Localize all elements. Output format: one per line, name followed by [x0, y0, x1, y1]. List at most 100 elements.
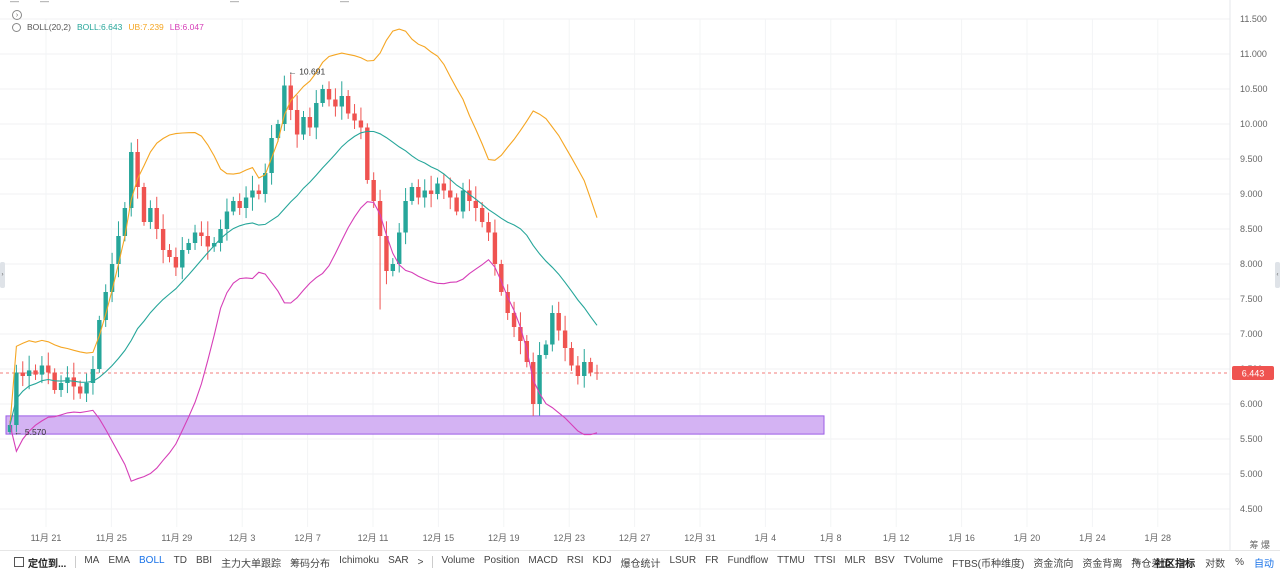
- candle-body: [518, 327, 523, 341]
- main-indicator-1[interactable]: EMA: [108, 554, 131, 566]
- sub-indicator-3[interactable]: RSI: [566, 554, 584, 566]
- percent-scale-toggle[interactable]: %: [1235, 556, 1244, 568]
- candle-body: [499, 264, 504, 292]
- candle-body: [141, 187, 147, 222]
- candle-body: [511, 313, 517, 327]
- candle-body: [237, 201, 242, 208]
- candle-body: [71, 377, 77, 387]
- left-panel-handle[interactable]: ›: [0, 262, 5, 288]
- log-scale-toggle[interactable]: 对数: [1205, 558, 1226, 570]
- main-indicator-8[interactable]: SAR: [388, 554, 409, 566]
- support-zone: [5, 415, 825, 435]
- candle-body: [160, 229, 166, 250]
- sub-indicator-15[interactable]: 资金流向: [1033, 558, 1074, 570]
- x-tick-label: 11月 21: [31, 533, 62, 543]
- candle-body: [256, 190, 262, 194]
- visibility-icon[interactable]: [12, 22, 21, 32]
- candle-body: [537, 355, 542, 404]
- main-indicator-0[interactable]: MA: [84, 554, 100, 566]
- y-tick-label: 9.000: [1240, 189, 1263, 199]
- candle-body: [454, 197, 459, 212]
- candle-body: [148, 208, 153, 222]
- y-tick-label: 7.500: [1240, 294, 1263, 304]
- main-indicator-4[interactable]: BBI: [195, 554, 213, 566]
- sub-indicator-4[interactable]: KDJ: [592, 554, 612, 566]
- sub-indicator-17[interactable]: 持仓差值: [1131, 558, 1172, 570]
- sub-indicator-13[interactable]: TVolume: [903, 554, 944, 566]
- sub-indicator-7[interactable]: FR: [705, 554, 719, 566]
- main-indicator-7[interactable]: Ichimoku: [339, 554, 380, 566]
- candle-body: [173, 257, 179, 268]
- indicator-bar: 定位到... MA EMA BOLL TD BBI 主力大单跟踪 筹码分布 Ichimoku S…: [0, 550, 1280, 573]
- high-annotation: ← 10.691: [288, 67, 325, 77]
- candle-body: [77, 386, 83, 394]
- y-tick-label: 11.500: [1240, 14, 1267, 24]
- candle-body: [543, 344, 549, 355]
- sub-indicator-8[interactable]: Fundflow: [727, 554, 769, 566]
- x-tick-label: 12月 7: [294, 533, 321, 543]
- sub-indicator-0[interactable]: Volume: [441, 554, 475, 566]
- candle-body: [422, 190, 427, 198]
- candle-body: [7, 425, 13, 432]
- candle-body: [243, 197, 249, 208]
- candle-body: [97, 320, 102, 369]
- candle-body: [211, 243, 217, 247]
- y-tick-label: 10.000: [1240, 119, 1268, 129]
- y-tick-label: 8.000: [1240, 259, 1263, 269]
- collapse-icon[interactable]: ›: [12, 10, 22, 20]
- more-sub-indicators-button[interactable]: >: [1180, 556, 1187, 568]
- auto-scale-toggle[interactable]: 自动: [1254, 558, 1274, 570]
- candle-body: [46, 365, 51, 373]
- candle-body: [358, 120, 364, 128]
- candle-body: [575, 365, 581, 376]
- y-tick-label: 9.500: [1240, 154, 1263, 164]
- candle-body: [90, 369, 96, 383]
- main-indicator-5[interactable]: 主力大单跟踪: [221, 558, 282, 570]
- candle-body: [122, 208, 128, 236]
- sub-indicator-2[interactable]: MACD: [528, 554, 558, 566]
- main-indicator-2[interactable]: BOLL: [139, 554, 165, 566]
- sub-indicator-9[interactable]: TTMU: [777, 554, 805, 566]
- x-tick-label: 12月 19: [488, 533, 520, 543]
- sub-indicator-12[interactable]: BSV: [874, 554, 895, 566]
- candle-body: [224, 211, 230, 229]
- community-indicators-button[interactable]: 社区指标: [1155, 558, 1196, 570]
- candle-body: [556, 313, 561, 331]
- candle-body: [275, 124, 281, 138]
- candle-body: [448, 190, 453, 198]
- y-tick-label: 10.500: [1240, 84, 1268, 94]
- more-main-indicators-button[interactable]: >: [417, 556, 424, 568]
- sub-indicator-6[interactable]: LSUR: [669, 554, 697, 566]
- candle-body: [218, 229, 223, 243]
- sub-indicator-5[interactable]: 爆仓统计: [620, 558, 661, 570]
- x-tick-label: 1月 12: [883, 533, 910, 543]
- sub-indicator-16[interactable]: 资金背离: [1082, 558, 1123, 570]
- candle-body: [294, 110, 300, 135]
- y-tick-label: 11.000: [1240, 49, 1267, 59]
- main-indicator-6[interactable]: 筹码分布: [290, 558, 331, 570]
- right-panel-handle[interactable]: ‹: [1275, 262, 1280, 288]
- candle-body: [390, 264, 396, 271]
- candle-body: [352, 113, 357, 121]
- y-tick-label: 5.500: [1240, 434, 1263, 444]
- x-tick-label: 12月 27: [619, 533, 651, 543]
- sub-indicator-11[interactable]: MLR: [844, 554, 866, 566]
- sub-indicator-10[interactable]: TTSI: [813, 554, 836, 566]
- candle-body: [582, 362, 587, 376]
- edit-icon[interactable]: ✎: [1132, 556, 1141, 568]
- main-indicator-3[interactable]: TD: [173, 554, 187, 566]
- sub-indicator-1[interactable]: Position: [483, 554, 520, 566]
- candle-body: [530, 362, 536, 404]
- candle-body: [326, 89, 332, 100]
- axis-extra-labels: 筹 爆: [1249, 540, 1270, 550]
- candle-body: [403, 201, 408, 233]
- calendar-icon[interactable]: [14, 557, 24, 567]
- x-tick-label: 12月 3: [229, 533, 256, 543]
- top-toolbar-strip: — — — —: [10, 0, 349, 6]
- goto-date-button[interactable]: 定位到...: [28, 558, 67, 570]
- sub-indicator-14[interactable]: FTBS(币种维度): [952, 558, 1025, 570]
- candle-body: [58, 383, 64, 390]
- candle-body: [460, 190, 466, 212]
- candle-body: [333, 99, 338, 107]
